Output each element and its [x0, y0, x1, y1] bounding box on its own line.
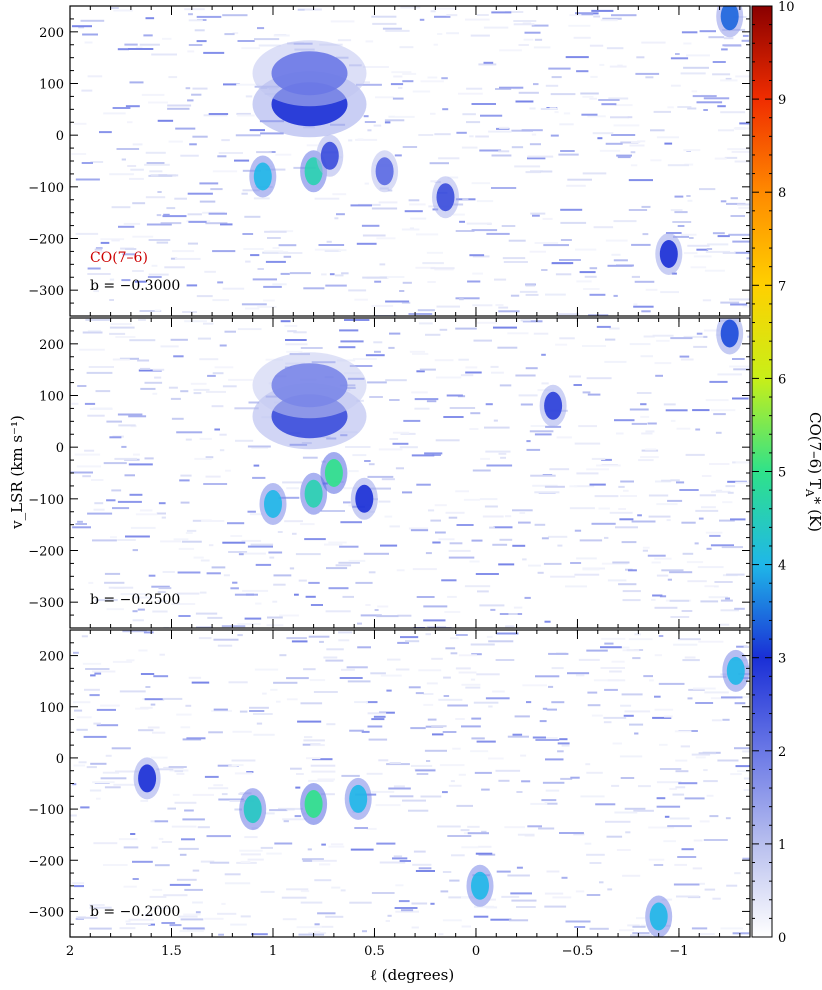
slice-label: b = −0.2000: [90, 904, 180, 920]
colorbar: 0 1 2 3 4 5 6 7 8 9 10 CO(7–6) TA* (K): [751, 0, 822, 946]
arc: [271, 51, 348, 96]
line-label: CO(7–6): [90, 250, 148, 266]
y-tick-label: 200: [39, 650, 64, 665]
colorbar-tick-label: 3: [778, 652, 786, 667]
x-tick-label: −0.5: [562, 944, 594, 959]
x-tick-label: 0.5: [364, 944, 385, 959]
noise-texture: [70, 630, 750, 937]
y-tick-label: −300: [28, 284, 64, 299]
compact-clump: [320, 141, 339, 170]
y-tick-label: −200: [28, 545, 64, 560]
y-tick-label: 0: [56, 441, 64, 456]
colorbar-tick-label: 10: [778, 0, 795, 15]
compact-clump: [649, 902, 668, 931]
x-tick-label: 1.5: [161, 944, 182, 959]
compact-clump: [471, 871, 489, 900]
colorbar-tick-label: 6: [778, 372, 786, 387]
x-tick-label: 2: [66, 944, 74, 959]
slice-label: b = −0.2500: [90, 592, 180, 608]
compact-clump: [375, 157, 394, 186]
panel-b-0.2500: −300 −200 −100 0 100 200 b = −0.2500: [28, 317, 751, 629]
plot-frame: [69, 5, 751, 317]
colorbar-tick-label: 7: [778, 279, 786, 294]
panel-b-0.2000: −300 −200 −100 0 100 200 2 1.5 1 0.5 0 −0.5 −1 b = −…: [28, 629, 751, 959]
compact-clump: [544, 391, 563, 420]
slice-label: b = −0.3000: [90, 278, 180, 294]
compact-clump: [720, 319, 739, 348]
y-axis-title: v_LSR (km s⁻¹): [8, 415, 26, 530]
y-tick-label: −200: [28, 854, 64, 869]
noise-texture: [70, 318, 750, 628]
colorbar-tick-label: 9: [778, 93, 786, 108]
y-tick-label: −200: [28, 233, 64, 248]
compact-clump: [304, 479, 323, 508]
compact-clump: [726, 656, 745, 685]
compact-clump: [355, 484, 374, 513]
compact-clump: [264, 490, 282, 518]
colorbar-tick-label: 2: [778, 745, 786, 760]
x-axis-title: ℓ (degrees): [370, 966, 454, 984]
y-tick-label: −300: [28, 596, 64, 611]
emission-features: [249, 6, 744, 275]
colorbar-title: CO(7–6) TA* (K): [803, 412, 822, 532]
compact-clump: [253, 162, 272, 191]
emission-features: [252, 318, 744, 525]
y-tick-label: 0: [56, 752, 64, 767]
panel-b-0.3000: −300 −200 −100 0 100 200 CO(7–6) b = −0.3000: [28, 5, 751, 317]
x-tick-label: −1: [669, 944, 688, 959]
colorbar-tick-label: 1: [778, 838, 786, 853]
y-tick-label: −100: [28, 493, 64, 508]
colorbar-tick-label: 5: [778, 466, 786, 481]
y-tick-label: 100: [39, 78, 64, 93]
compact-clump: [436, 183, 455, 212]
compact-clump: [720, 6, 739, 31]
compact-clump: [138, 764, 157, 793]
colorbar-tick-label: 4: [778, 559, 786, 574]
arc: [271, 363, 348, 408]
emission-features: [133, 649, 750, 937]
plot-frame: [69, 317, 751, 629]
y-tick-label: 200: [39, 26, 64, 41]
y-tick-label: 100: [39, 701, 64, 716]
y-tick-label: 100: [39, 390, 64, 405]
colorbar-tick-label: 8: [778, 186, 786, 201]
y-tick-label: −100: [28, 181, 64, 196]
compact-clump: [304, 790, 323, 818]
y-tick-label: −300: [28, 905, 64, 920]
compact-clump: [324, 459, 343, 487]
colorbar-tick-label: 0: [778, 931, 786, 946]
compact-clump: [243, 795, 262, 824]
y-tick-label: −100: [28, 803, 64, 818]
compact-clump: [659, 240, 678, 268]
compact-clump: [349, 784, 368, 813]
y-tick-label: 200: [39, 338, 64, 353]
x-tick-label: 1: [269, 944, 277, 959]
y-tick-label: 0: [56, 129, 64, 144]
x-tick-label: 0: [472, 944, 480, 959]
